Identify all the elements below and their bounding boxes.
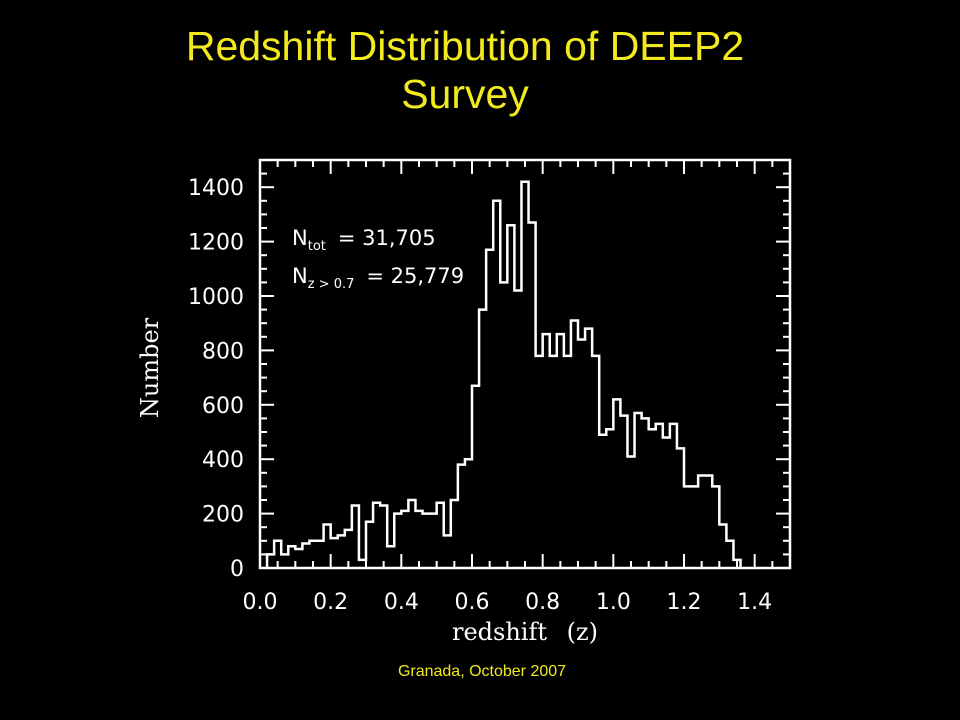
x-tick-label: 0.4: [384, 590, 419, 615]
y-tick-label: 0: [230, 557, 244, 582]
y-tick-labels: 0 200 400 600 800 1000 1200 1400: [188, 176, 244, 582]
x-tick-label: 0.8: [525, 590, 560, 615]
plot-frame: [258, 158, 792, 570]
x-tick-label: 0.2: [313, 590, 348, 615]
y-tick-label: 800: [202, 339, 244, 364]
y-tick-label: 1400: [188, 176, 244, 201]
annotation-2: Nz > 0.7 = 25,779: [292, 264, 464, 292]
slide-title: Redshift Distribution of DEEP2 Survey: [0, 22, 930, 118]
annotation-symbol: N: [292, 264, 308, 288]
slide-title-line2: Survey: [401, 71, 529, 117]
annotation-subscript: z > 0.7: [308, 277, 355, 292]
annotations: Ntot = 31,705 Nz > 0.7 = 25,779: [292, 226, 464, 292]
x-tick-label: 1.2: [667, 590, 702, 615]
x-axis-title-variable: (z): [567, 618, 598, 646]
x-tick-label: 0.0: [243, 590, 278, 615]
y-tick-label: 1000: [188, 285, 244, 310]
x-tick-label: 0.6: [455, 590, 490, 615]
annotation-symbol: N: [292, 226, 308, 250]
y-tick-label: 1200: [188, 231, 244, 256]
x-tick-label: 1.0: [596, 590, 631, 615]
x-axis-title: redshift (z): [452, 618, 598, 646]
annotation-subscript: tot: [308, 239, 326, 254]
plot-axes: [258, 158, 792, 570]
x-tick-label: 1.4: [737, 590, 772, 615]
histogram-series: [265, 180, 742, 568]
x-tick-labels: 0.0 0.2 0.4 0.6 0.8 1.0 1.2 1.4: [243, 590, 773, 615]
x-axis-title-text: redshift: [452, 618, 547, 646]
axis-ticks: [259, 159, 791, 569]
y-tick-label: 200: [202, 503, 244, 528]
annotation-1: Ntot = 31,705: [292, 226, 436, 254]
slide-title-line1: Redshift Distribution of DEEP2: [185, 23, 745, 69]
annotation-value: = 31,705: [338, 226, 436, 250]
y-axis-title: Number: [136, 317, 164, 418]
y-tick-label: 600: [202, 394, 244, 419]
y-tick-label: 400: [202, 448, 244, 473]
annotation-value: = 25,779: [366, 264, 464, 288]
footer-text: Granada, October 2007: [397, 663, 567, 680]
